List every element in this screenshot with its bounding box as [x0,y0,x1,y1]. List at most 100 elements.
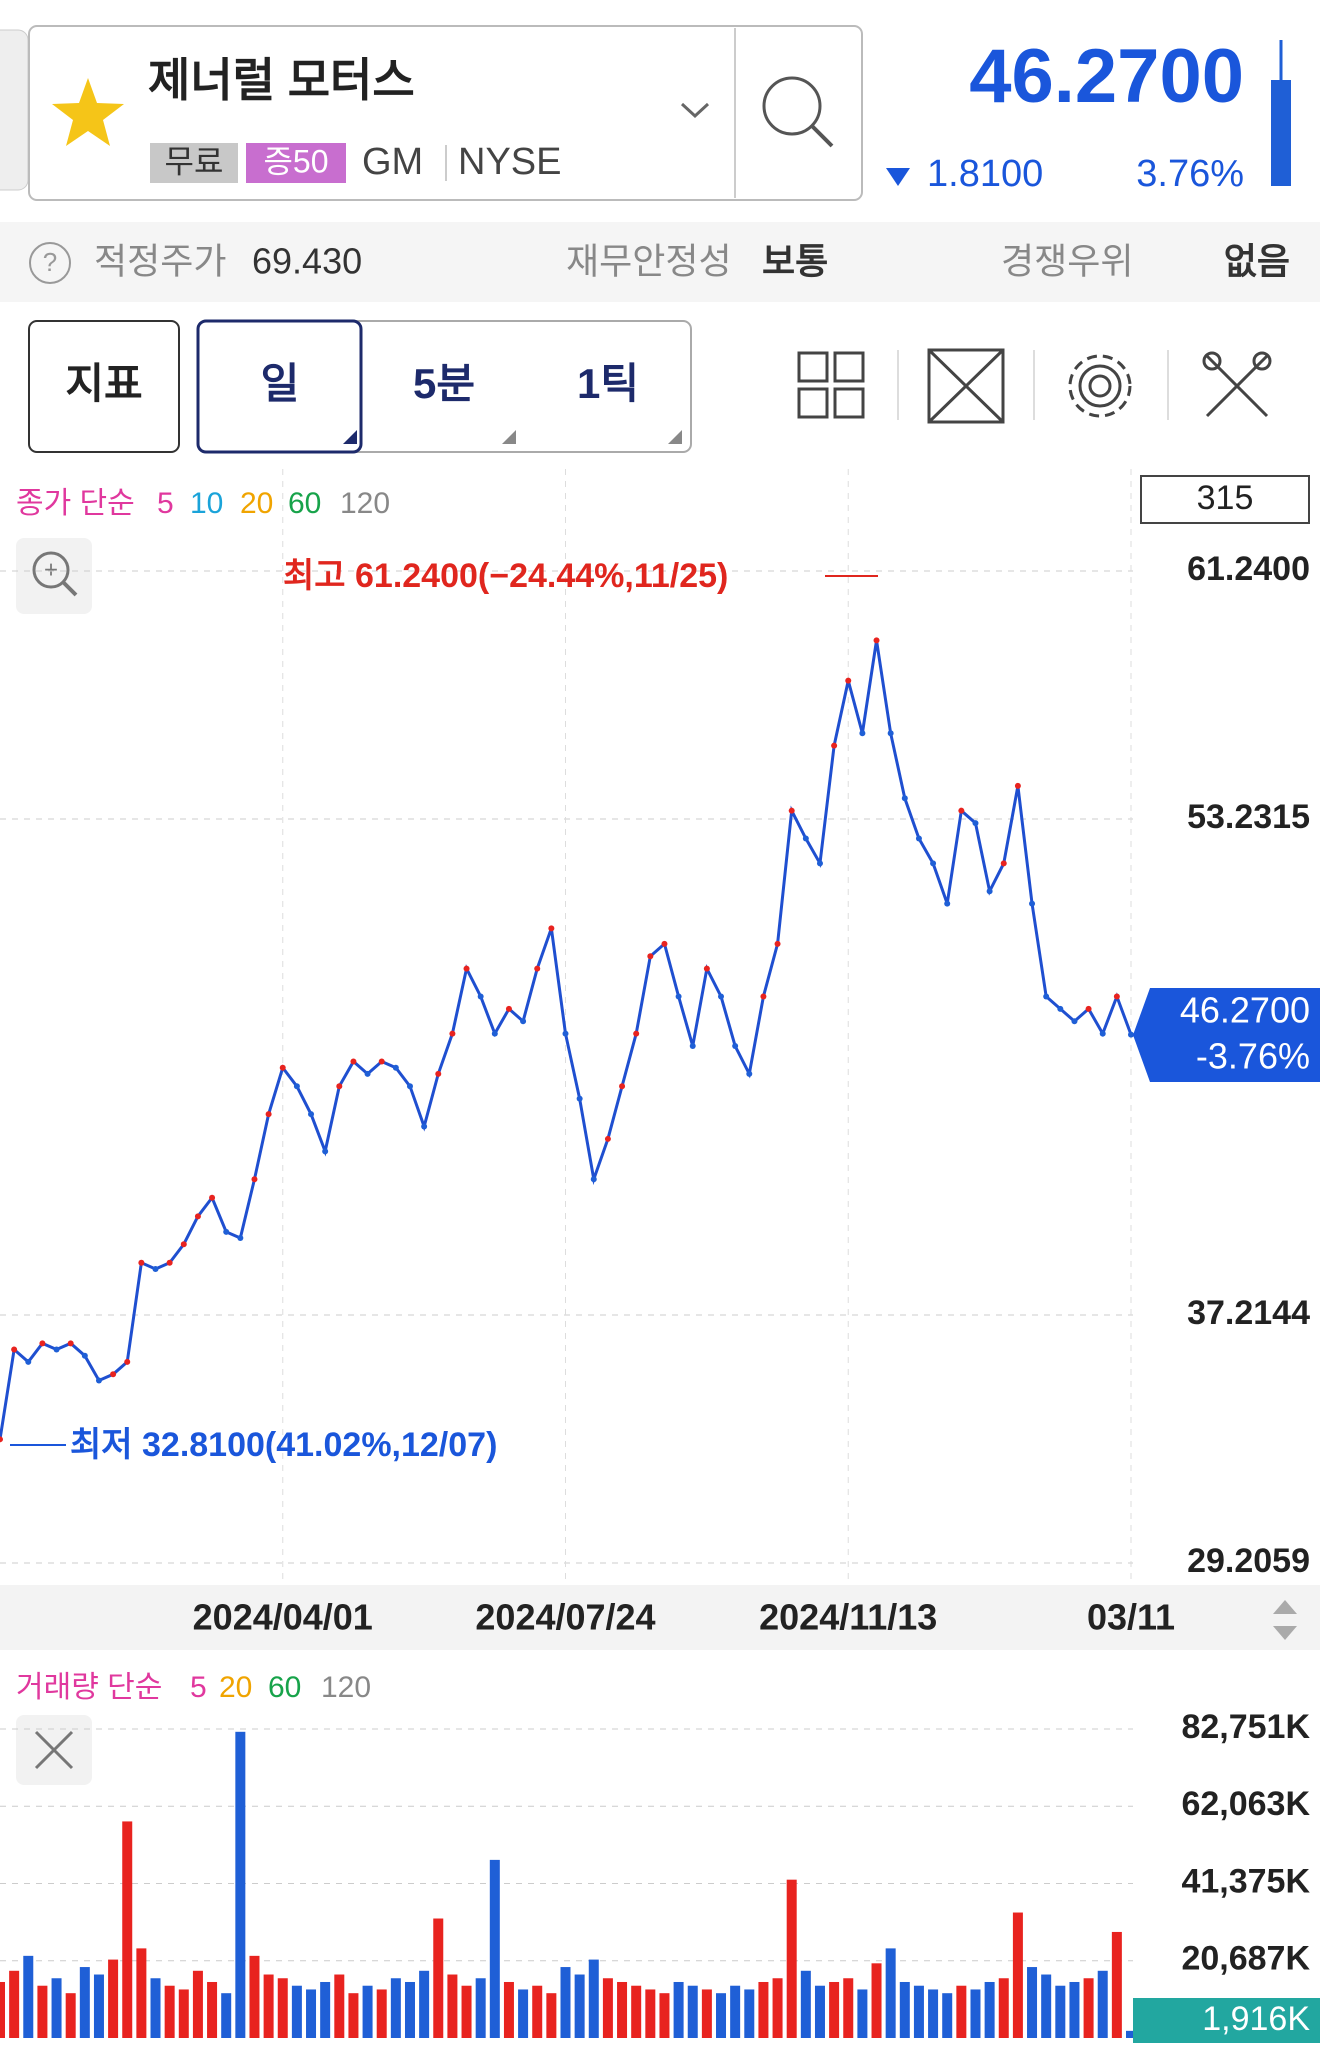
price-point [25,1358,32,1365]
y-tick-label: 53.2315 [1187,798,1310,836]
period-selected[interactable] [196,319,363,454]
volume-bar [108,1959,119,2038]
volume-bar [404,1981,415,2038]
search-icon-handle [810,124,834,148]
ticker: GM [362,141,423,183]
volume-bar [136,1948,147,2038]
volume-bar [419,1970,430,2038]
legend-entry: 10 [190,487,223,520]
volume-bar [829,1981,840,2038]
price-point [604,1135,611,1142]
zoom-in-button[interactable] [16,538,92,614]
legend-entry: 20 [240,487,273,520]
price-point [887,730,894,737]
help-icon[interactable] [29,242,71,284]
change: 1.8100 [927,153,1043,195]
info-label: 재무안정성 [566,241,732,282]
settings-icon[interactable] [1068,354,1132,418]
volume-bar [588,1959,599,2038]
corner-mark [668,430,682,444]
sort-icon[interactable] [1273,1600,1297,1614]
price-point [520,1018,527,1025]
volume-bar [659,1993,670,2038]
volume-bar [348,1993,359,2038]
volume-bar [277,1978,288,2038]
price-point [124,1358,131,1365]
volume-bar [913,1985,924,2038]
search-icon[interactable] [762,76,822,136]
volume-bar [843,1978,854,2038]
price-point [251,1176,258,1183]
price-point [350,1058,357,1065]
price-point [53,1346,60,1353]
volume-bar [362,1985,373,2038]
price-point [81,1352,88,1359]
zoom-plus: + [44,556,58,583]
badge [246,143,346,183]
sort-icon[interactable] [1273,1626,1297,1640]
volume-bar [673,1981,684,2038]
expand-icon[interactable] [927,348,1005,424]
volume-bar [390,1978,401,2038]
volume-bar [885,1948,896,2038]
price-point [548,925,555,932]
period-text[interactable]: 5분 [413,360,475,407]
star-icon[interactable] [52,78,124,146]
price-point [180,1241,187,1248]
indicator-button[interactable] [28,320,180,453]
volume-bar [461,1985,472,2038]
volume-bar [970,1989,981,2038]
price-point [901,795,908,802]
volume-bar [235,1731,246,2038]
volume-bar [192,1970,203,2038]
dropdown-icon[interactable] [680,102,710,119]
price-point [1113,993,1120,1000]
legend-entry: 5 [190,1671,207,1704]
y-tick-label: 20,687K [1181,1940,1310,1978]
price-point [732,1043,739,1050]
price-point [633,1030,640,1037]
price-point [619,1083,626,1090]
tools-icon[interactable] [1202,351,1272,418]
volume-bar [9,1970,20,2038]
price-point [703,965,710,972]
price-point [590,1176,597,1183]
price-point [930,860,937,867]
x-tick-label: 2024/11/13 [759,1597,937,1638]
x-axis-band [0,1585,1320,1650]
volume-bar [744,1989,755,2038]
price-point [138,1259,145,1266]
volume-bar [249,1955,260,2038]
y-tick-label: 37.2144 [1187,1294,1310,1332]
layout-icon[interactable] [797,351,865,419]
side-tab[interactable] [0,29,29,191]
volume-bar [221,1993,232,2038]
period-text[interactable]: 1틱 [577,360,639,407]
stock-name: 제너럴 모터스 [148,54,415,106]
volume-bar [1012,1912,1023,2038]
price-point [689,1043,696,1050]
volume-bar [489,1859,500,2038]
price-point [293,1083,300,1090]
x-tick-label: 2024/04/01 [193,1597,373,1638]
period-text[interactable]: 일 [261,360,300,407]
volume-bar [1069,1981,1080,2038]
price-point [647,953,654,960]
y-tick-label: 62,063K [1181,1785,1310,1823]
price-point [223,1228,230,1235]
volume-bar [772,1978,783,2038]
price-point [562,1030,569,1037]
info-label: 적정주가 [94,241,226,282]
volume-bar [37,1985,48,2038]
volume-bar [800,1970,811,2038]
price-point [110,1371,117,1378]
price-point [435,1070,442,1077]
price-point [237,1235,244,1242]
volume-bar [998,1978,1009,2038]
price-point [831,742,838,749]
volume-bar [122,1821,133,2038]
info-label: 경쟁우위 [1001,241,1133,282]
price-point [576,1095,583,1102]
high-annotation: 최고 61.2400(−24.44%,11/25) [283,557,728,595]
volume-bar [574,1974,585,2038]
